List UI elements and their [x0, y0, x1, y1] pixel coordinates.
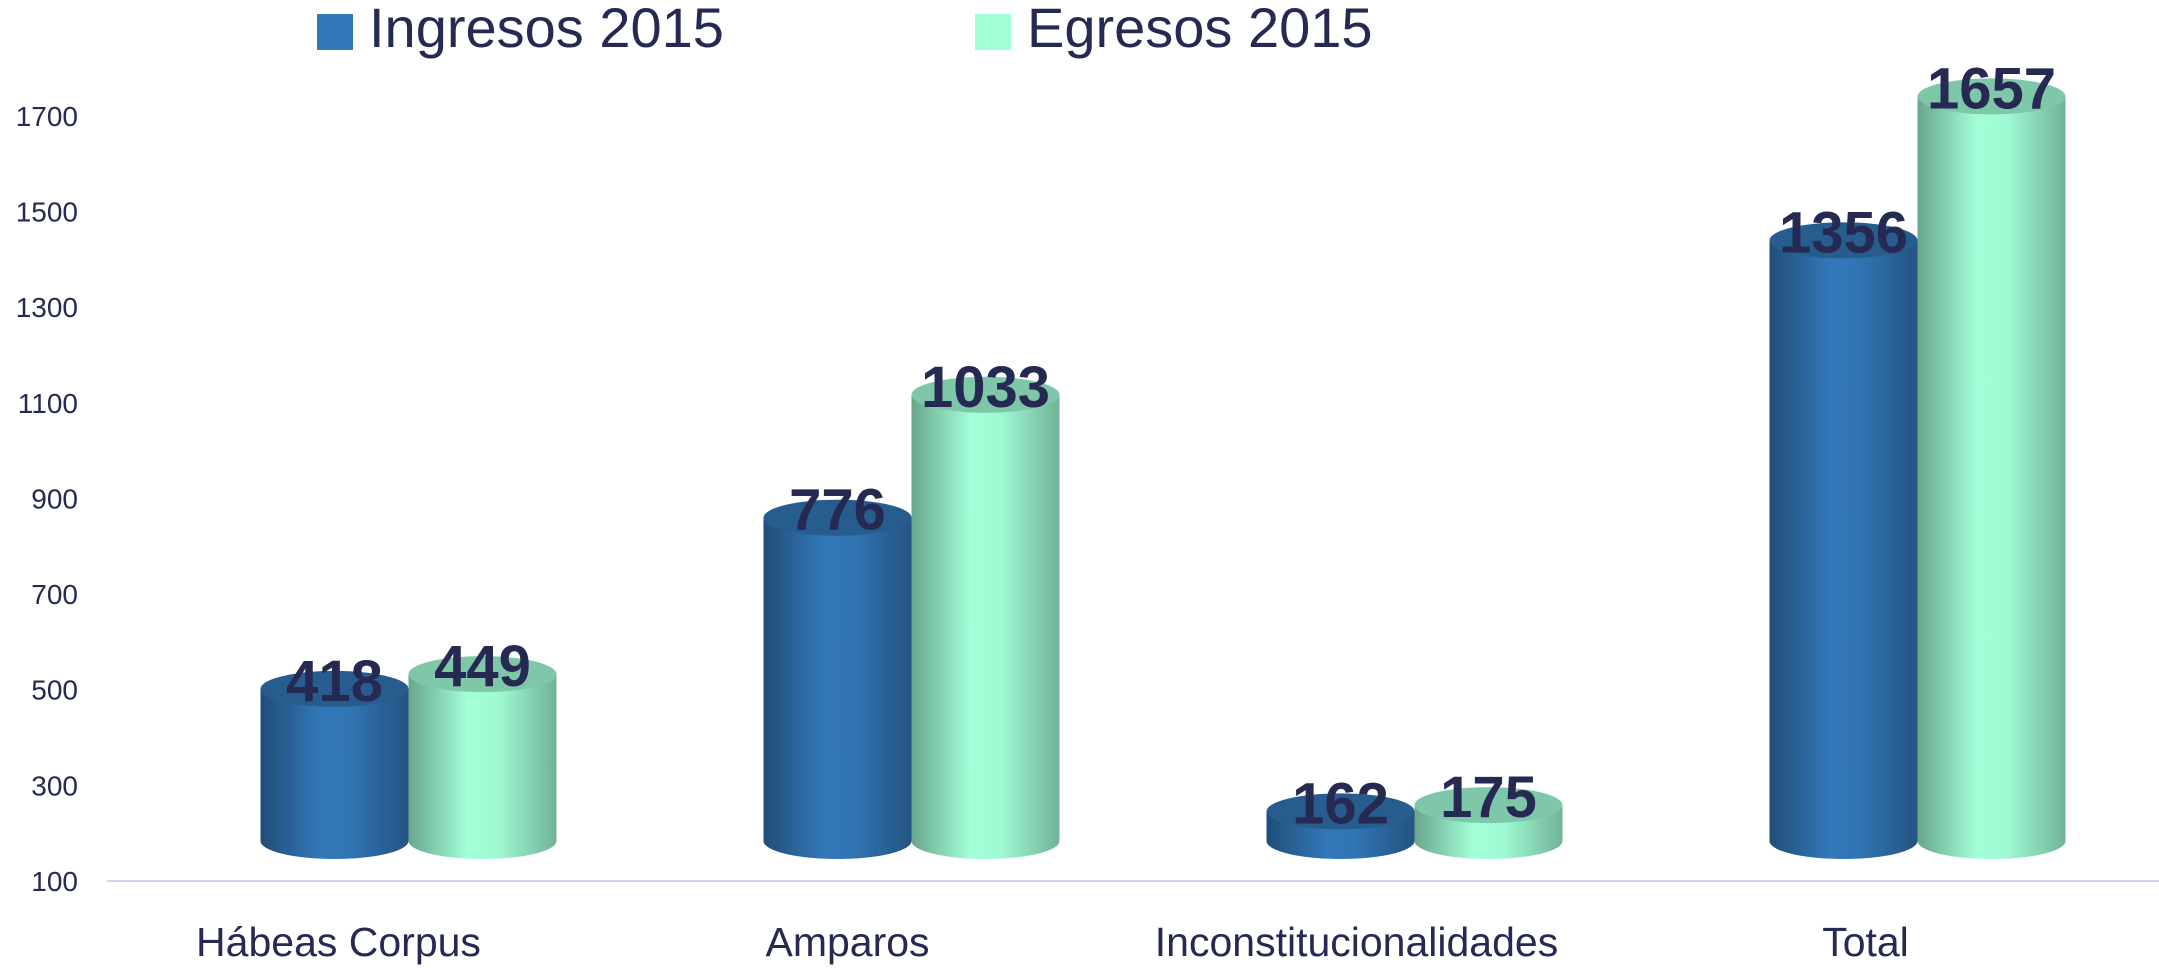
legend-label: Ingresos 2015: [369, 0, 724, 59]
y-tick-label: 1300: [16, 292, 78, 323]
bar-top-shade: [1414, 787, 1563, 824]
data-label: 1657: [1927, 56, 2056, 121]
data-label: 1033: [921, 355, 1050, 420]
x-tick-label: Inconstitucionalidades: [1155, 919, 1558, 965]
data-label: 175: [1440, 765, 1537, 830]
bar-top: [763, 499, 912, 536]
bar-top: [1266, 793, 1415, 830]
bar-top-shade: [911, 376, 1060, 413]
bar-shade: [911, 394, 1060, 859]
y-tick-label: 1500: [16, 196, 78, 227]
bar-top-shade: [763, 499, 912, 536]
legend-label: Egresos 2015: [1027, 0, 1373, 59]
bar-top: [1414, 787, 1563, 824]
bar-top-shade: [260, 670, 409, 707]
bar-shade: [260, 688, 409, 859]
bar-top: [408, 656, 557, 693]
y-tick-label: 500: [31, 675, 78, 706]
bar-top: [1917, 78, 2066, 115]
x-tick-label: Total: [1822, 919, 1909, 965]
bar-shade: [408, 674, 557, 859]
legend-swatch: [317, 14, 353, 50]
y-tick-label: 1100: [18, 388, 78, 419]
bar-top-shade: [408, 656, 557, 693]
legend-swatch: [975, 14, 1011, 50]
x-tick-label: Hábeas Corpus: [196, 919, 481, 965]
bar-top-shade: [1266, 793, 1415, 830]
data-label: 776: [789, 478, 886, 543]
bar-top-shade: [1769, 222, 1918, 259]
x-tick-label: Amparos: [765, 919, 929, 965]
data-label: 418: [286, 649, 383, 714]
bar-top: [1769, 222, 1918, 259]
bar-shade: [763, 517, 912, 859]
y-tick-label: 100: [31, 866, 78, 897]
bar-top: [260, 670, 409, 707]
y-tick-label: 700: [31, 579, 78, 610]
bar-top-shade: [1917, 78, 2066, 115]
data-label: 1356: [1779, 200, 1908, 265]
y-tick-label: 300: [31, 770, 78, 801]
bar-top: [911, 376, 1060, 413]
bar-shade: [1917, 96, 2066, 860]
bar-shade: [1769, 240, 1918, 859]
y-tick-label: 900: [31, 483, 78, 514]
y-tick-label: 1700: [16, 101, 78, 132]
data-label: 162: [1292, 771, 1389, 836]
data-label: 449: [434, 634, 531, 699]
